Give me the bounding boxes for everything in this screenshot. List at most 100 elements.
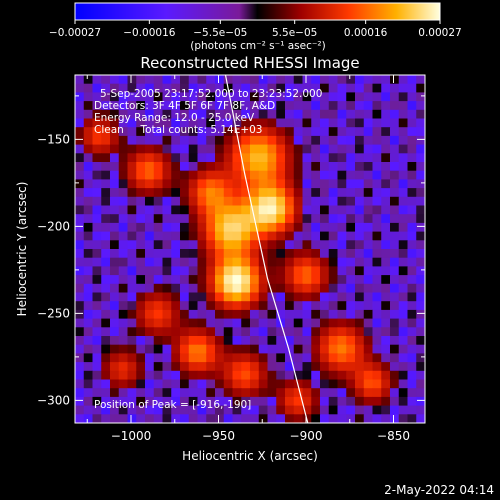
heatmap-cell [136, 362, 146, 372]
heatmap-cell [241, 283, 251, 293]
heatmap-cell [250, 414, 260, 423]
heatmap-cell [320, 170, 330, 180]
heatmap-cell [145, 318, 155, 328]
heatmap-cell [302, 109, 312, 119]
heatmap-cell [267, 309, 277, 319]
heatmap-cell [232, 266, 242, 276]
heatmap-cell [127, 309, 137, 319]
heatmap-cell [416, 309, 425, 319]
heatmap-cell [276, 388, 286, 398]
heatmap-cell [337, 135, 347, 145]
heatmap-cell [250, 257, 260, 267]
heatmap-cell [285, 153, 295, 163]
heatmap-cell [241, 240, 251, 250]
heatmap-cell [241, 222, 251, 232]
heatmap-cell [328, 231, 338, 241]
heatmap-cell [145, 101, 155, 111]
heatmap-cell [398, 240, 408, 250]
heatmap-cell [355, 127, 365, 137]
heatmap-cell [250, 353, 260, 363]
heatmap-cell [127, 135, 137, 145]
heatmap-cell [180, 214, 190, 224]
heatmap-cell [180, 292, 190, 302]
heatmap-cell [320, 153, 330, 163]
heatmap-cell [407, 396, 417, 406]
heatmap-cell [153, 92, 163, 102]
heatmap-cell [215, 396, 225, 406]
heatmap-cell [302, 370, 312, 380]
heatmap-cell [101, 327, 111, 337]
heatmap-cell [328, 153, 338, 163]
heatmap-cell [223, 170, 233, 180]
heatmap-cell [293, 327, 303, 337]
heatmap-cell [337, 266, 347, 276]
heatmap-cell [110, 257, 120, 267]
heatmap-cell [206, 92, 216, 102]
heatmap-cell [390, 162, 400, 172]
heatmap-cell [390, 179, 400, 189]
heatmap-cell [372, 257, 382, 267]
heatmap-cell [407, 405, 417, 415]
heatmap-cell [241, 188, 251, 198]
heatmap-cell [363, 127, 373, 137]
heatmap-cell [250, 188, 260, 198]
heatmap-cell [416, 205, 425, 215]
heatmap-cell [267, 318, 277, 328]
heatmap-cell [381, 92, 391, 102]
heatmap-cell [153, 379, 163, 389]
heatmap-cell [302, 127, 312, 137]
heatmap-cell [110, 196, 120, 206]
heatmap-cell [258, 179, 268, 189]
heatmap-cell [363, 283, 373, 293]
heatmap-cell [153, 318, 163, 328]
heatmap-cell [83, 336, 93, 346]
heatmap-cell [206, 83, 216, 93]
heatmap-cell [171, 405, 181, 415]
heatmap-cell [311, 344, 321, 354]
heatmap-cell [223, 127, 233, 137]
heatmap-cell [355, 92, 365, 102]
heatmap-cell [206, 109, 216, 119]
heatmap-cell [250, 318, 260, 328]
heatmap-cell [381, 144, 391, 154]
heatmap-cell [232, 179, 242, 189]
heatmap-cell [92, 170, 102, 180]
heatmap-cell [276, 249, 286, 259]
heatmap-cell [302, 344, 312, 354]
heatmap-cell [398, 162, 408, 172]
heatmap-cell [188, 92, 198, 102]
heatmap-cell [171, 309, 181, 319]
heatmap-cell [127, 388, 137, 398]
heatmap-cell [118, 179, 128, 189]
heatmap-cell [293, 135, 303, 145]
heatmap-cell [118, 388, 128, 398]
heatmap-cell [407, 414, 417, 423]
heatmap-cell [267, 162, 277, 172]
heatmap-cell [328, 109, 338, 119]
heatmap-cell [372, 362, 382, 372]
heatmap-cell [407, 127, 417, 137]
heatmap-cell [276, 240, 286, 250]
heatmap-cell [118, 162, 128, 172]
colorbar-tick-label: −0.00027 [49, 27, 101, 39]
heatmap-cell [223, 318, 233, 328]
heatmap-cell [136, 327, 146, 337]
heatmap-cell [390, 362, 400, 372]
heatmap-cell [153, 344, 163, 354]
heatmap-cell [206, 275, 216, 285]
heatmap-cell [118, 327, 128, 337]
heatmap-cell [285, 135, 295, 145]
heatmap-cell [118, 240, 128, 250]
heatmap-cell [83, 414, 93, 423]
heatmap-cell [311, 222, 321, 232]
heatmap-cell [276, 379, 286, 389]
heatmap-cell [223, 135, 233, 145]
heatmap-cell [75, 405, 85, 415]
heatmap-cell [372, 118, 382, 128]
heatmap-cell [293, 257, 303, 267]
heatmap-cell [223, 214, 233, 224]
heatmap-cell [337, 414, 347, 423]
heatmap-cell [118, 188, 128, 198]
heatmap-cell [188, 162, 198, 172]
heatmap-cell [83, 109, 93, 119]
